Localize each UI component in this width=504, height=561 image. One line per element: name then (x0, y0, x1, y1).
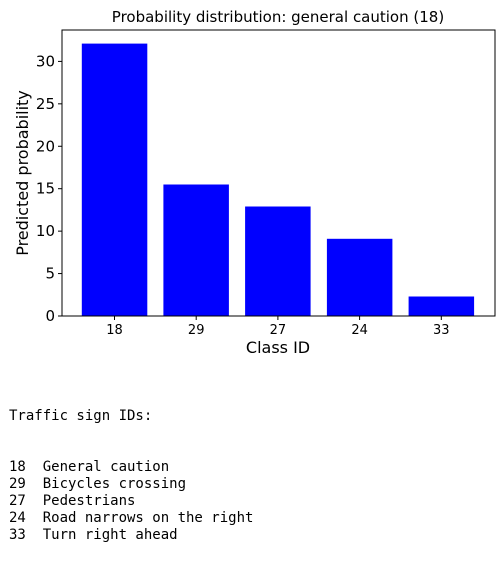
legend-entry: 33 Turn right ahead (9, 527, 253, 544)
bars-group (81, 43, 475, 316)
legend-entry-name: Bicycles crossing (42, 476, 187, 492)
y-tick-label: 5 (45, 265, 55, 283)
y-axis-label: Predicted probability (13, 90, 32, 256)
legend-entry-name: Turn right ahead (42, 527, 178, 543)
legend-entry-id: 33 (9, 527, 43, 543)
x-tick-label: 29 (188, 323, 205, 338)
x-tick-label: 18 (106, 323, 123, 338)
x-axis-label: Class ID (246, 338, 310, 357)
bar-29 (163, 184, 229, 316)
legend-entry-name: General caution (42, 459, 170, 475)
bar-27 (245, 206, 311, 316)
y-tick-label: 25 (36, 95, 55, 113)
legend-entry: 24 Road narrows on the right (9, 510, 253, 527)
y-tick-label: 20 (36, 137, 55, 155)
x-tick-label: 33 (433, 323, 450, 338)
legend-entry-id: 29 (9, 476, 43, 492)
y-tick-label: 15 (36, 180, 55, 198)
y-tick-label: 0 (45, 307, 55, 325)
chart-title: Probability distribution: general cautio… (112, 8, 444, 26)
legend-entry-id: 18 (9, 459, 43, 475)
x-axis: 18 29 27 24 33 (106, 316, 450, 338)
legend-entry-id: 24 (9, 510, 43, 526)
legend-entry: 18 General caution (9, 459, 253, 476)
legend-heading: Traffic sign IDs: (9, 408, 153, 424)
legend-rows: 18 General caution 29 Bicycles crossing 27… (9, 459, 253, 544)
bar-chart: Probability distribution: general cautio… (13, 8, 496, 357)
y-tick-label: 30 (36, 52, 55, 70)
bar-18 (81, 43, 148, 316)
bar-33 (408, 296, 475, 316)
y-tick-label: 10 (36, 222, 55, 240)
legend-entry-name: Road narrows on the right (42, 510, 254, 526)
x-tick-label: 27 (270, 323, 287, 338)
x-tick-label: 24 (351, 323, 368, 338)
bar-24 (326, 238, 393, 316)
traffic-sign-legend: Traffic sign IDs: 18 General caution 29 B… (9, 374, 253, 561)
legend-entry-id: 27 (9, 493, 43, 509)
legend-entry-name: Pedestrians (42, 493, 136, 509)
legend-entry: 27 Pedestrians (9, 493, 253, 510)
y-axis: 0 5 10 15 20 25 30 (36, 52, 62, 325)
plot-frame (61, 29, 496, 317)
legend-entry: 29 Bicycles crossing (9, 476, 253, 493)
